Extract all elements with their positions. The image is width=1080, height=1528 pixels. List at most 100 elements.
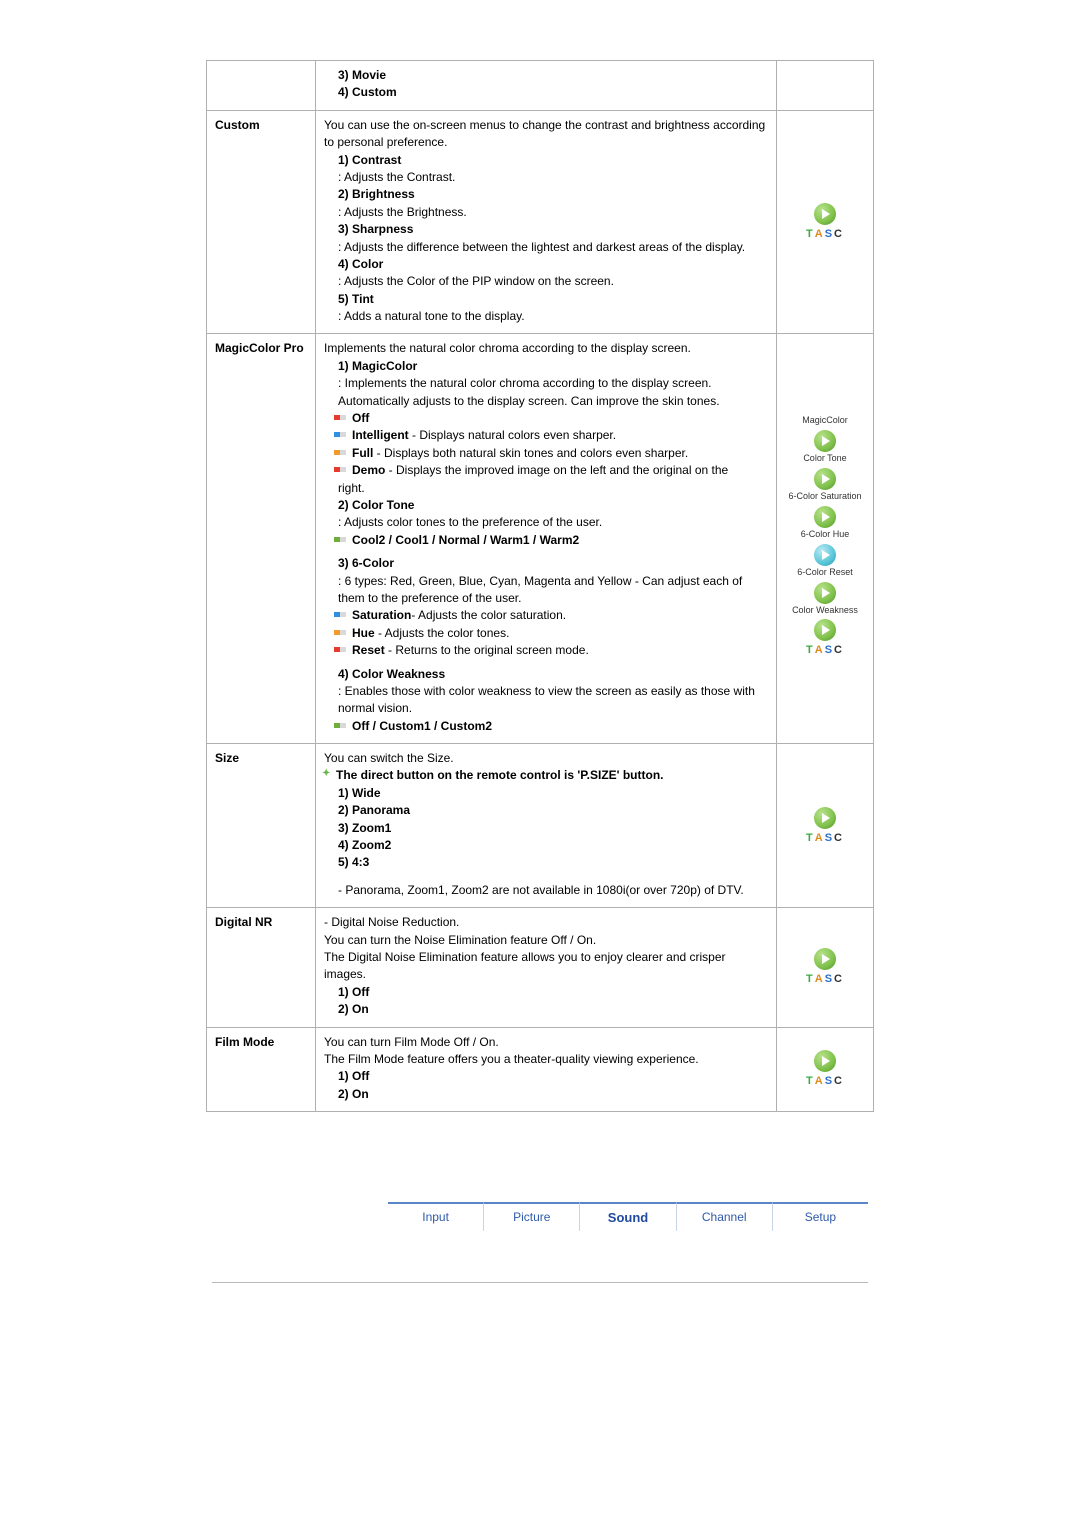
icon-label-6color-sat: 6-Color Saturation bbox=[785, 492, 865, 502]
tasc-a: A bbox=[815, 1074, 825, 1090]
magic-hue: Hue - Adjusts the color tones. bbox=[324, 625, 768, 642]
play-icon[interactable] bbox=[814, 468, 836, 490]
tasc-s: S bbox=[825, 972, 834, 988]
row-desc-filmmode: You can turn Film Mode Off / On. The Fil… bbox=[316, 1027, 777, 1112]
custom-intro: You can use the on-screen menus to chang… bbox=[324, 118, 765, 149]
tasc-a: A bbox=[815, 643, 825, 659]
tasc-c: C bbox=[834, 227, 844, 243]
magic-intelligent: Intelligent - Displays natural colors ev… bbox=[324, 427, 768, 444]
play-icon[interactable] bbox=[814, 619, 836, 641]
tab-picture[interactable]: Picture bbox=[484, 1202, 580, 1231]
magic-h1: 1) MagicColor bbox=[324, 358, 768, 375]
row-label-filmmode: Film Mode bbox=[207, 1027, 316, 1112]
magic-d3: : 6 types: Red, Green, Blue, Cyan, Magen… bbox=[324, 573, 768, 608]
tasc-badge: TASC bbox=[785, 643, 865, 659]
tab-sound[interactable]: Sound bbox=[580, 1202, 676, 1231]
row-label-custom: Custom bbox=[207, 110, 316, 334]
custom-h3: 3) Sharpness bbox=[324, 221, 768, 238]
tasc-s: S bbox=[825, 227, 834, 243]
table-row: Size You can switch the Size. The direct… bbox=[207, 744, 874, 908]
icon-label-magiccolor: MagicColor bbox=[785, 416, 865, 426]
tasc-badge: TASC bbox=[785, 1074, 865, 1090]
row-icons-filmmode: TASC bbox=[777, 1027, 874, 1112]
divider bbox=[212, 1282, 868, 1283]
size-footnote: - Panorama, Zoom1, Zoom2 are not availab… bbox=[324, 882, 768, 899]
custom-d4: : Adjusts the Color of the PIP window on… bbox=[324, 273, 768, 290]
tasc-s: S bbox=[825, 643, 834, 659]
row-desc-custom: You can use the on-screen menus to chang… bbox=[316, 110, 777, 334]
size-intro: You can switch the Size. bbox=[324, 751, 454, 765]
tasc-badge: TASC bbox=[785, 972, 865, 988]
tasc-c: C bbox=[834, 1074, 844, 1090]
magic-d2: : Adjusts color tones to the preference … bbox=[324, 514, 768, 531]
row-icons-size: TASC bbox=[777, 744, 874, 908]
custom-d3: : Adjusts the difference between the lig… bbox=[324, 239, 768, 256]
custom-h4: 4) Color bbox=[324, 256, 768, 273]
magic-saturation: Saturation- Adjusts the color saturation… bbox=[324, 607, 768, 624]
row-icons-empty bbox=[777, 61, 874, 111]
magic-cw-opts: Off / Custom1 / Custom2 bbox=[324, 718, 768, 735]
dnr-o2: 2) On bbox=[324, 1001, 768, 1018]
tasc-badge: TASC bbox=[785, 227, 865, 243]
row-desc: 3) Movie 4) Custom bbox=[316, 61, 777, 111]
row-desc-digitalnr: - Digital Noise Reduction. You can turn … bbox=[316, 908, 777, 1027]
table-row: Digital NR - Digital Noise Reduction. Yo… bbox=[207, 908, 874, 1027]
play-icon[interactable] bbox=[814, 807, 836, 829]
row-label-size: Size bbox=[207, 744, 316, 908]
table-row: MagicColor Pro Implements the natural co… bbox=[207, 334, 874, 744]
magic-off: Off bbox=[324, 410, 768, 427]
fm-o2: 2) On bbox=[324, 1086, 768, 1103]
dnr-l2: You can turn the Noise Elimination featu… bbox=[324, 933, 596, 947]
tasc-a: A bbox=[815, 831, 825, 847]
magic-h2: 2) Color Tone bbox=[324, 497, 768, 514]
bottom-tabs: Input Picture Sound Channel Setup bbox=[388, 1202, 868, 1232]
table-row: Custom You can use the on-screen menus t… bbox=[207, 110, 874, 334]
size-note: The direct button on the remote control … bbox=[324, 767, 768, 784]
dnr-l1: - Digital Noise Reduction. bbox=[324, 915, 459, 929]
play-icon[interactable] bbox=[814, 506, 836, 528]
magic-full: Full - Displays both natural skin tones … bbox=[324, 445, 768, 462]
tab-setup[interactable]: Setup bbox=[773, 1202, 868, 1231]
custom-h2: 2) Brightness bbox=[324, 186, 768, 203]
play-icon[interactable] bbox=[814, 948, 836, 970]
magic-tone-opts: Cool2 / Cool1 / Normal / Warm1 / Warm2 bbox=[324, 532, 768, 549]
custom-d2: : Adjusts the Brightness. bbox=[324, 204, 768, 221]
magic-intro: Implements the natural color chroma acco… bbox=[324, 341, 691, 355]
dnr-l3: The Digital Noise Elimination feature al… bbox=[324, 950, 726, 981]
play-icon[interactable] bbox=[814, 582, 836, 604]
tasc-t: T bbox=[806, 831, 815, 847]
magic-d4: : Enables those with color weakness to v… bbox=[324, 683, 768, 718]
icon-label-colortone: Color Tone bbox=[785, 454, 865, 464]
play-icon[interactable] bbox=[814, 203, 836, 225]
option-custom: 4) Custom bbox=[324, 84, 768, 101]
tasc-t: T bbox=[806, 227, 815, 243]
custom-h5: 5) Tint bbox=[324, 291, 768, 308]
tab-channel[interactable]: Channel bbox=[677, 1202, 773, 1231]
option-movie: 3) Movie bbox=[324, 67, 768, 84]
tasc-a: A bbox=[815, 972, 825, 988]
settings-table: 3) Movie 4) Custom Custom You can use th… bbox=[206, 60, 874, 1112]
row-icons-custom: TASC bbox=[777, 110, 874, 334]
tasc-a: A bbox=[815, 227, 825, 243]
magic-demo: Demo - Displays the improved image on th… bbox=[324, 462, 768, 479]
row-label-empty bbox=[207, 61, 316, 111]
tab-input[interactable]: Input bbox=[388, 1202, 484, 1231]
play-icon[interactable] bbox=[814, 430, 836, 452]
magic-d1a: : Implements the natural color chroma ac… bbox=[324, 375, 768, 410]
icon-label-color-weakness: Color Weakness bbox=[785, 606, 865, 616]
row-label-magic: MagicColor Pro bbox=[207, 334, 316, 744]
play-icon[interactable] bbox=[814, 544, 836, 566]
size-o4: 4) Zoom2 bbox=[324, 837, 768, 854]
row-icons-digitalnr: TASC bbox=[777, 908, 874, 1027]
tasc-t: T bbox=[806, 643, 815, 659]
row-desc-size: You can switch the Size. The direct butt… bbox=[316, 744, 777, 908]
magic-demo2: right. bbox=[324, 480, 768, 497]
tasc-s: S bbox=[825, 1074, 834, 1090]
table-row: Film Mode You can turn Film Mode Off / O… bbox=[207, 1027, 874, 1112]
tasc-s: S bbox=[825, 831, 834, 847]
icon-label-6color-hue: 6-Color Hue bbox=[785, 530, 865, 540]
row-icons-magic: MagicColor Color Tone 6-Color Saturation… bbox=[777, 334, 874, 744]
row-label-digitalnr: Digital NR bbox=[207, 908, 316, 1027]
play-icon[interactable] bbox=[814, 1050, 836, 1072]
custom-d1: : Adjusts the Contrast. bbox=[324, 169, 768, 186]
